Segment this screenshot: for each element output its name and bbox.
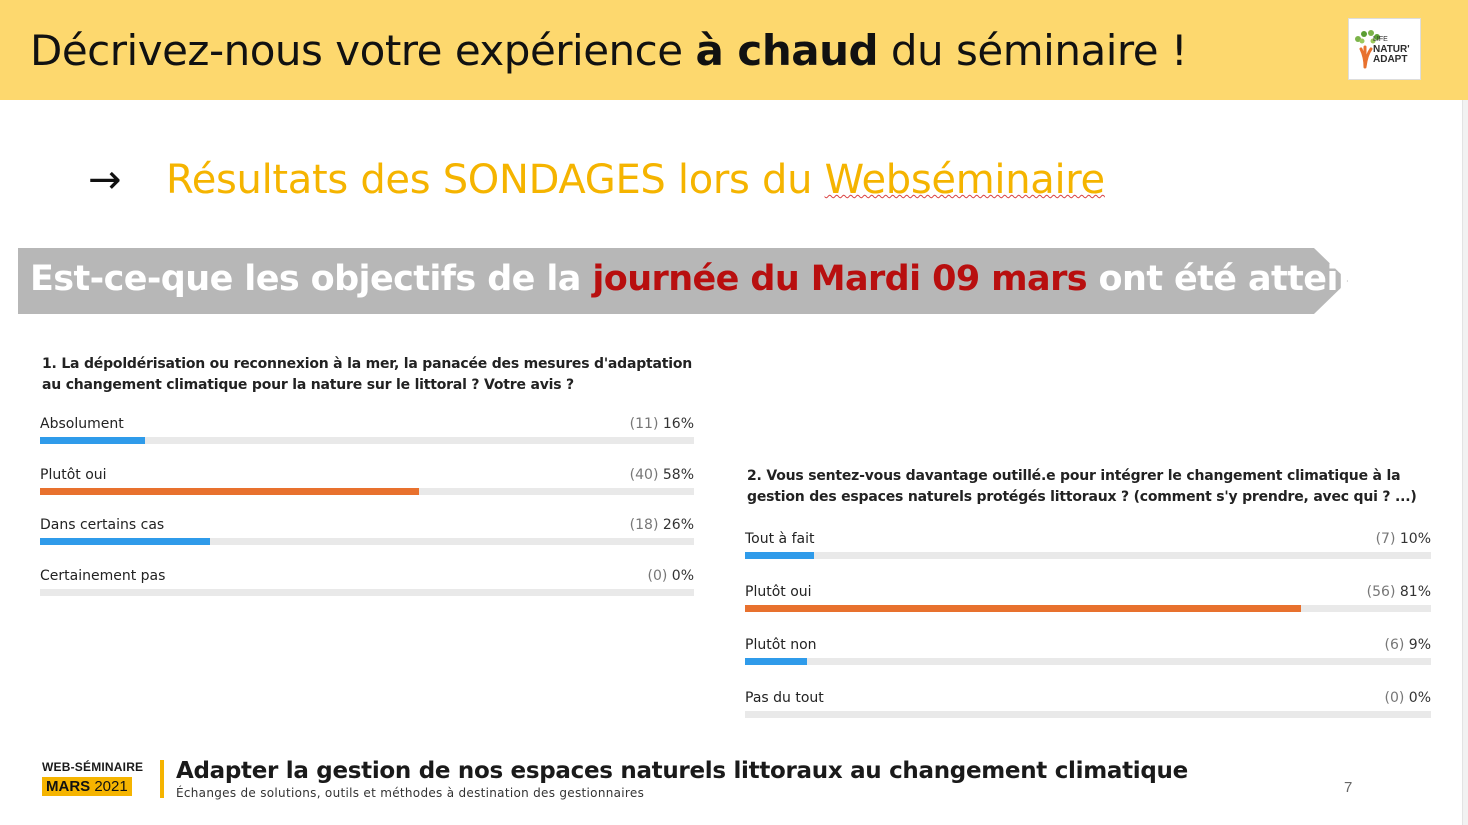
option-count: (7) — [1375, 531, 1396, 547]
result-bar — [745, 605, 1301, 612]
poll-2: 2. Vous sentez-vous davantage outillé.e … — [745, 466, 1431, 743]
option-count: (56) — [1366, 584, 1396, 600]
option-result: (11) 16% — [630, 416, 694, 432]
poll-option: Plutôt non (6) 9% — [745, 637, 1431, 690]
option-count: (0) — [1384, 690, 1405, 706]
option-percent: 9% — [1408, 637, 1431, 653]
option-result: (0) 0% — [1384, 690, 1431, 706]
poll-option: Plutôt oui (40) 58% — [40, 467, 694, 518]
option-label: Plutôt non — [745, 637, 817, 653]
poll-option: Plutôt oui (56) 81% — [745, 584, 1431, 637]
poll-options: Absolument (11) 16% Plutôt oui (40) 58% Dans… — [40, 416, 694, 618]
option-percent: 0% — [671, 567, 694, 584]
option-percent: 26% — [662, 517, 694, 533]
poll-option: Tout à fait (7) 10% — [745, 531, 1431, 584]
option-result: (7) 10% — [1376, 531, 1431, 547]
result-bar — [745, 552, 814, 559]
banner-shape — [18, 248, 1348, 314]
footer-divider — [160, 760, 164, 798]
result-bar-track — [745, 605, 1431, 612]
option-count: (40) — [629, 466, 659, 483]
poll-option: Pas du tout (0) 0% — [745, 690, 1431, 743]
result-bar-track — [745, 711, 1431, 718]
footer-title: Adapter la gestion de nos espaces nature… — [176, 758, 1188, 784]
option-result: (56) 81% — [1367, 584, 1431, 600]
result-bar-track — [40, 487, 694, 495]
section-subtitle: Résultats des SONDAGES lors du Websémina… — [166, 157, 1105, 203]
option-count: (18) — [629, 517, 659, 533]
tree-hand-icon — [1355, 30, 1380, 69]
banner-text: Est-ce-que les objectifs de la journée d… — [30, 259, 1430, 299]
option-label: Pas du tout — [745, 690, 824, 706]
option-result: (6) 9% — [1384, 637, 1431, 653]
result-bar — [745, 658, 807, 665]
result-bar — [40, 487, 420, 495]
option-percent: 81% — [1399, 584, 1431, 600]
poll-option: Certainement pas (0) 0% — [40, 568, 694, 619]
poll-options: Tout à fait (7) 10% Plutôt oui (56) 81% Plut… — [745, 531, 1431, 743]
option-percent: 10% — [1399, 531, 1431, 547]
option-label: Tout à fait — [745, 531, 815, 547]
option-result: (0) 0% — [647, 568, 694, 584]
logo-wordmark: LIFE NATUR' ADAPT — [1373, 36, 1410, 65]
footer-subtitle: Échanges de solutions, outils et méthode… — [176, 786, 645, 800]
option-label: Absolument — [40, 416, 124, 432]
arrow-right-icon: → — [88, 157, 122, 203]
option-percent: 16% — [662, 416, 694, 432]
result-bar-track — [40, 588, 694, 596]
result-bar — [40, 437, 145, 444]
result-bar-track — [745, 552, 1431, 559]
option-label: Plutôt oui — [745, 584, 812, 600]
header-band — [0, 0, 1468, 100]
question-banner: Est-ce-que les objectifs de la journée d… — [18, 248, 1430, 314]
poll-question: 2. Vous sentez-vous davantage outillé.e … — [747, 468, 1417, 505]
result-bar-track — [40, 538, 694, 545]
webinar-label: WEB-SÉMINAIRE — [42, 760, 144, 774]
option-label: Dans certains cas — [40, 517, 165, 533]
option-result: (18) 26% — [630, 517, 694, 533]
slide-edge — [1462, 100, 1468, 825]
option-count: (11) — [629, 416, 659, 432]
poll-option: Dans certains cas (18) 26% — [40, 517, 694, 568]
webinar-tag: WEB-SÉMINAIRE MARS 2021 — [42, 760, 148, 796]
option-percent: 0% — [1408, 690, 1431, 706]
result-bar-track — [40, 437, 694, 444]
poll-1: 1. La dépoldérisation ou reconnexion à l… — [40, 354, 694, 618]
option-count: (0) — [647, 567, 668, 584]
life-natur-adapt-logo: LIFE NATUR' ADAPT — [1348, 18, 1421, 80]
poll-question: 1. La dépoldérisation ou reconnexion à l… — [42, 356, 693, 393]
option-count: (6) — [1384, 637, 1405, 653]
option-label: Plutôt oui — [40, 466, 107, 483]
option-percent: 58% — [662, 466, 694, 483]
option-label: Certainement pas — [40, 567, 166, 584]
result-bar — [40, 538, 211, 545]
webinar-date: MARS 2021 — [42, 777, 132, 796]
result-bar-track — [745, 658, 1431, 665]
slide-title: Décrivez-nous votre expérience à chaud d… — [30, 26, 1188, 75]
option-result: (40) 58% — [630, 467, 694, 483]
poll-option: Absolument (11) 16% — [40, 416, 694, 467]
page-number: 7 — [1344, 779, 1353, 796]
